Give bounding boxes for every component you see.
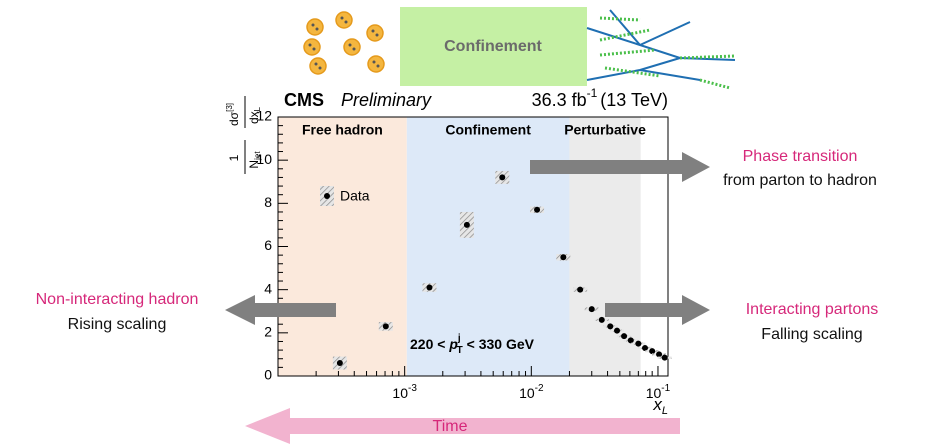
y-label-prefix: 1	[227, 154, 241, 161]
data-point	[642, 344, 649, 351]
data-point	[426, 284, 433, 291]
data-point	[598, 316, 605, 323]
arrow-left	[225, 295, 336, 325]
x-tick-label: 10-3	[392, 383, 417, 401]
region-label: Free hadron	[302, 122, 383, 138]
data-point	[534, 206, 541, 213]
data-point	[499, 174, 506, 181]
left-title: Non-interacting hadron	[36, 291, 199, 308]
x-tick-base: 10	[392, 385, 408, 401]
cut-sup: j	[457, 333, 461, 344]
time-label: Time	[433, 418, 468, 435]
arrow-right	[605, 295, 710, 325]
n: N	[247, 160, 261, 169]
y-tick-label: 6	[264, 237, 272, 253]
cut-var: p	[448, 336, 458, 352]
confinement-box-label: Confinement	[444, 38, 542, 55]
data-point	[336, 360, 343, 367]
data-point	[614, 327, 621, 334]
x-tick-label: 10-2	[519, 383, 544, 401]
data-point	[621, 333, 628, 340]
hadron-dots	[303, 11, 385, 75]
status: Preliminary	[341, 90, 432, 110]
lumi-energy: (13 TeV)	[600, 90, 668, 110]
y-tick-label: 8	[264, 194, 272, 210]
y-tick-label: 0	[264, 367, 272, 383]
data-point	[627, 337, 634, 344]
cut-sub: T	[457, 345, 463, 356]
data-point	[661, 354, 668, 361]
l: L	[662, 405, 668, 417]
x-tick-base: 10	[646, 385, 662, 401]
parton-shower	[586, 9, 736, 90]
lumi-exponent: -1	[587, 86, 598, 100]
luminosity: 36.3 fb-1 (13 TeV)	[532, 86, 668, 110]
cut-left: 220 <	[410, 336, 449, 352]
y-tick-label: 10	[256, 151, 272, 167]
data-point	[463, 221, 470, 228]
y-label-derivative: dxL	[247, 106, 262, 124]
data-point	[635, 340, 642, 347]
y-tick-label: 2	[264, 324, 272, 340]
experiment: CMS	[284, 90, 324, 110]
region-label: Confinement	[445, 122, 531, 138]
confinement-box	[400, 7, 587, 86]
lumi-value: 36.3 fb	[532, 90, 587, 110]
data-point	[588, 306, 595, 313]
y-label-denominator: Njet	[247, 151, 262, 169]
y-axis-title: 1 Njet dσ[3] dxL	[225, 96, 262, 174]
data-point	[577, 286, 584, 293]
data-point	[649, 348, 656, 355]
y-tick-label: 12	[256, 108, 272, 124]
order: [3]	[225, 103, 234, 112]
phase-text: from parton to hadron	[723, 172, 877, 189]
right-title: Interacting partons	[746, 301, 879, 318]
phase-title: Phase transition	[743, 148, 858, 165]
x-tick-base: 10	[519, 385, 535, 401]
right-text: Falling scaling	[761, 326, 862, 343]
x-tick-exponent: -1	[661, 383, 670, 394]
legend-marker	[324, 193, 330, 199]
region-label: Perturbative	[564, 122, 646, 138]
dx: dx	[247, 111, 261, 124]
data-point	[656, 351, 663, 358]
y-label-numerator: dσ[3]	[225, 103, 241, 126]
dsigma: dσ	[227, 111, 241, 126]
arrow-time	[245, 408, 680, 444]
arrow-phase	[530, 152, 710, 182]
x-axis-title: xL	[652, 395, 668, 416]
x-tick-exponent: -3	[408, 383, 417, 394]
data-point	[560, 254, 567, 261]
x: x	[652, 395, 662, 414]
region	[278, 117, 407, 376]
cut-label: 220 < pj T < 330 GeV	[410, 333, 535, 356]
x-tick-exponent: -2	[535, 383, 544, 394]
left-text: Rising scaling	[68, 316, 167, 333]
jet: jet	[253, 151, 262, 161]
data-point	[382, 323, 389, 330]
data-point	[607, 323, 614, 330]
y-tick-label: 4	[264, 280, 272, 296]
x-tick-label: 10-1	[646, 383, 671, 401]
cut-right: < 330 GeV	[463, 336, 535, 352]
plot: Free hadron Confinement Perturbative 0 2 4 6 8 1…	[256, 108, 672, 401]
l: L	[253, 106, 262, 111]
legend-label: Data	[340, 188, 370, 204]
